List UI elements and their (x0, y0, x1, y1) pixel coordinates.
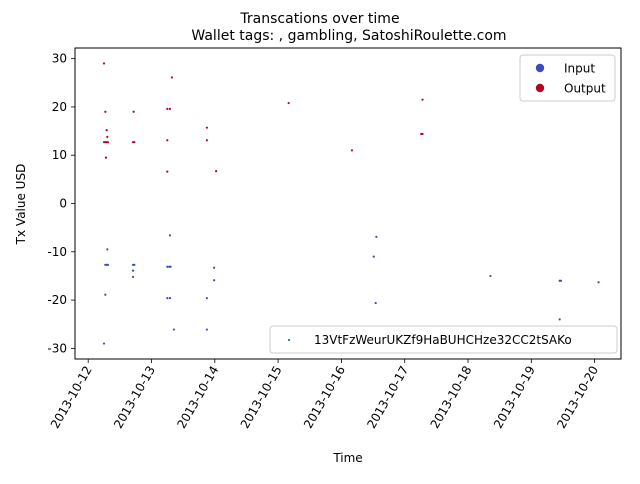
input-point (133, 263, 136, 266)
data-points (102, 62, 600, 345)
input-point (597, 281, 600, 284)
plot-frame (74, 47, 622, 360)
input-point (106, 248, 109, 251)
input-point (558, 318, 561, 321)
input-point (104, 293, 107, 296)
input-point (372, 255, 375, 258)
input-point (172, 328, 176, 331)
y-tick-label: -30 (47, 341, 67, 355)
legend-marker-address (287, 338, 291, 342)
input-point (131, 269, 135, 272)
y-tick-label: 0 (59, 197, 67, 211)
input-point (213, 279, 216, 282)
input-point (205, 297, 208, 300)
y-tick-label: -10 (47, 245, 67, 259)
y-tick-label: 20 (52, 100, 67, 114)
output-point (205, 126, 208, 129)
legend-label-output: Output (564, 82, 606, 96)
y-tick-label: 10 (52, 148, 67, 162)
output-point (106, 135, 109, 138)
output-point (166, 170, 169, 173)
output-point (106, 141, 110, 144)
output-point (287, 101, 290, 105)
output-point (168, 107, 172, 110)
output-point (104, 156, 108, 159)
y-axis-ticks: -30 -20 -10 0 10 20 30 (47, 52, 75, 355)
input-point (166, 297, 169, 300)
input-point (169, 265, 172, 268)
x-axis-label: Time (332, 451, 362, 465)
input-point (168, 234, 172, 237)
input-point (106, 263, 110, 266)
input-point (131, 275, 135, 279)
output-point (133, 141, 136, 144)
legend-direction: Input Output (519, 54, 616, 102)
input-point (102, 342, 106, 345)
chart-title: Transcations over time (239, 11, 399, 27)
output-point (421, 132, 424, 136)
output-point (102, 62, 106, 65)
legend-label-input: Input (564, 62, 595, 76)
input-point (213, 266, 216, 269)
input-point (374, 301, 377, 305)
legend-label-address: 13VtFzWeurUKZf9HaBUHCHze32CC2tSAKo (314, 333, 572, 347)
input-point (166, 265, 169, 268)
output-point (104, 110, 107, 113)
input-point (375, 235, 378, 238)
y-tick-label: 30 (52, 52, 67, 66)
legend-address: 13VtFzWeurUKZf9HaBUHCHze32CC2tSAKo (269, 325, 618, 354)
chart-subtitle: Wallet tags: , gambling, SatoshiRoulette… (191, 28, 506, 44)
legend-marker-output (535, 83, 545, 93)
output-point (350, 149, 354, 152)
output-point (166, 139, 169, 142)
output-point (166, 107, 169, 110)
y-tick-label: -20 (47, 293, 67, 307)
input-point (559, 279, 563, 282)
input-point (168, 297, 172, 300)
output-point (421, 98, 424, 101)
input-point (205, 328, 208, 331)
y-axis-label: Tx Value USD (14, 164, 28, 246)
output-point (132, 110, 135, 113)
output-point (105, 128, 108, 132)
legend-marker-input (535, 63, 545, 73)
input-point (489, 274, 492, 278)
output-point (215, 170, 218, 173)
output-point (205, 139, 208, 142)
legend-frame (269, 325, 618, 354)
output-point (170, 76, 174, 79)
